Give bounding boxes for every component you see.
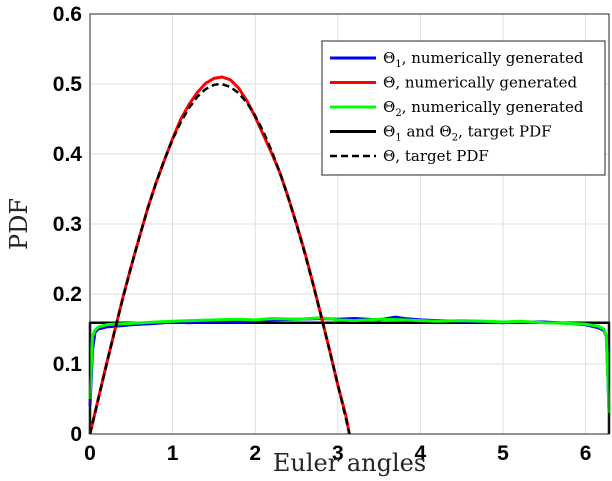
x-tick-label: 1 <box>167 442 179 465</box>
legend-text-part: Θ <box>383 49 395 67</box>
legend-label-theta_target: Θ, target PDF <box>383 147 489 165</box>
legend-text-part: Θ <box>383 98 395 116</box>
x-tick-label: 6 <box>580 442 592 465</box>
y-tick-label: 0.4 <box>53 143 83 166</box>
legend-text-part: Θ <box>383 74 395 92</box>
y-tick-label: 0.6 <box>53 3 82 26</box>
legend-text-part: Θ <box>383 123 395 141</box>
y-tick-label: 0.5 <box>53 73 83 96</box>
legend-text-part: , target PDF <box>458 123 551 141</box>
legend-label-theta1_num: Θ1, numerically generated <box>383 49 584 70</box>
x-tick-label: 4 <box>415 442 427 465</box>
x-tick-label: 3 <box>332 442 344 465</box>
series-line-theta_target <box>88 82 351 435</box>
legend-text-part: , numerically generated <box>395 74 577 92</box>
tick-labels: 0 1 2 3 4 5 6 0 0.1 0.2 0.3 0.4 0.5 0.6 <box>53 3 592 465</box>
legend-text-part: Θ <box>383 147 395 165</box>
y-tick-label: 0.3 <box>53 213 82 236</box>
x-tick-label: 5 <box>497 442 509 465</box>
x-tick-label: 2 <box>249 442 261 465</box>
x-tick-label: 0 <box>84 442 96 465</box>
legend-text-part: , target PDF <box>395 147 488 165</box>
series-line-theta2_num <box>88 316 611 414</box>
legend-text-part: 2 <box>452 133 458 144</box>
x-axis-label: Euler angles <box>273 449 426 477</box>
legend-text-part: 1 <box>395 59 401 70</box>
legend-label-theta2_num: Θ2, numerically generated <box>383 98 584 119</box>
y-tick-label: 0.1 <box>53 353 83 376</box>
y-tick-label: 0 <box>70 423 82 446</box>
y-tick-label: 0.2 <box>53 283 82 306</box>
legend-label-theta12_target: Θ1 and Θ2, target PDF <box>383 123 552 144</box>
legend-text-part: 2 <box>395 108 401 119</box>
legend-text-part: 1 <box>395 133 401 144</box>
legend-text-part: , numerically generated <box>402 49 584 67</box>
plot-frame <box>89 13 610 435</box>
legend-label-theta_num: Θ, numerically generated <box>383 74 577 92</box>
y-axis-label: PDF <box>5 198 33 250</box>
legend-text-part: , numerically generated <box>402 98 584 116</box>
legend-text-part: and Θ <box>402 123 452 141</box>
